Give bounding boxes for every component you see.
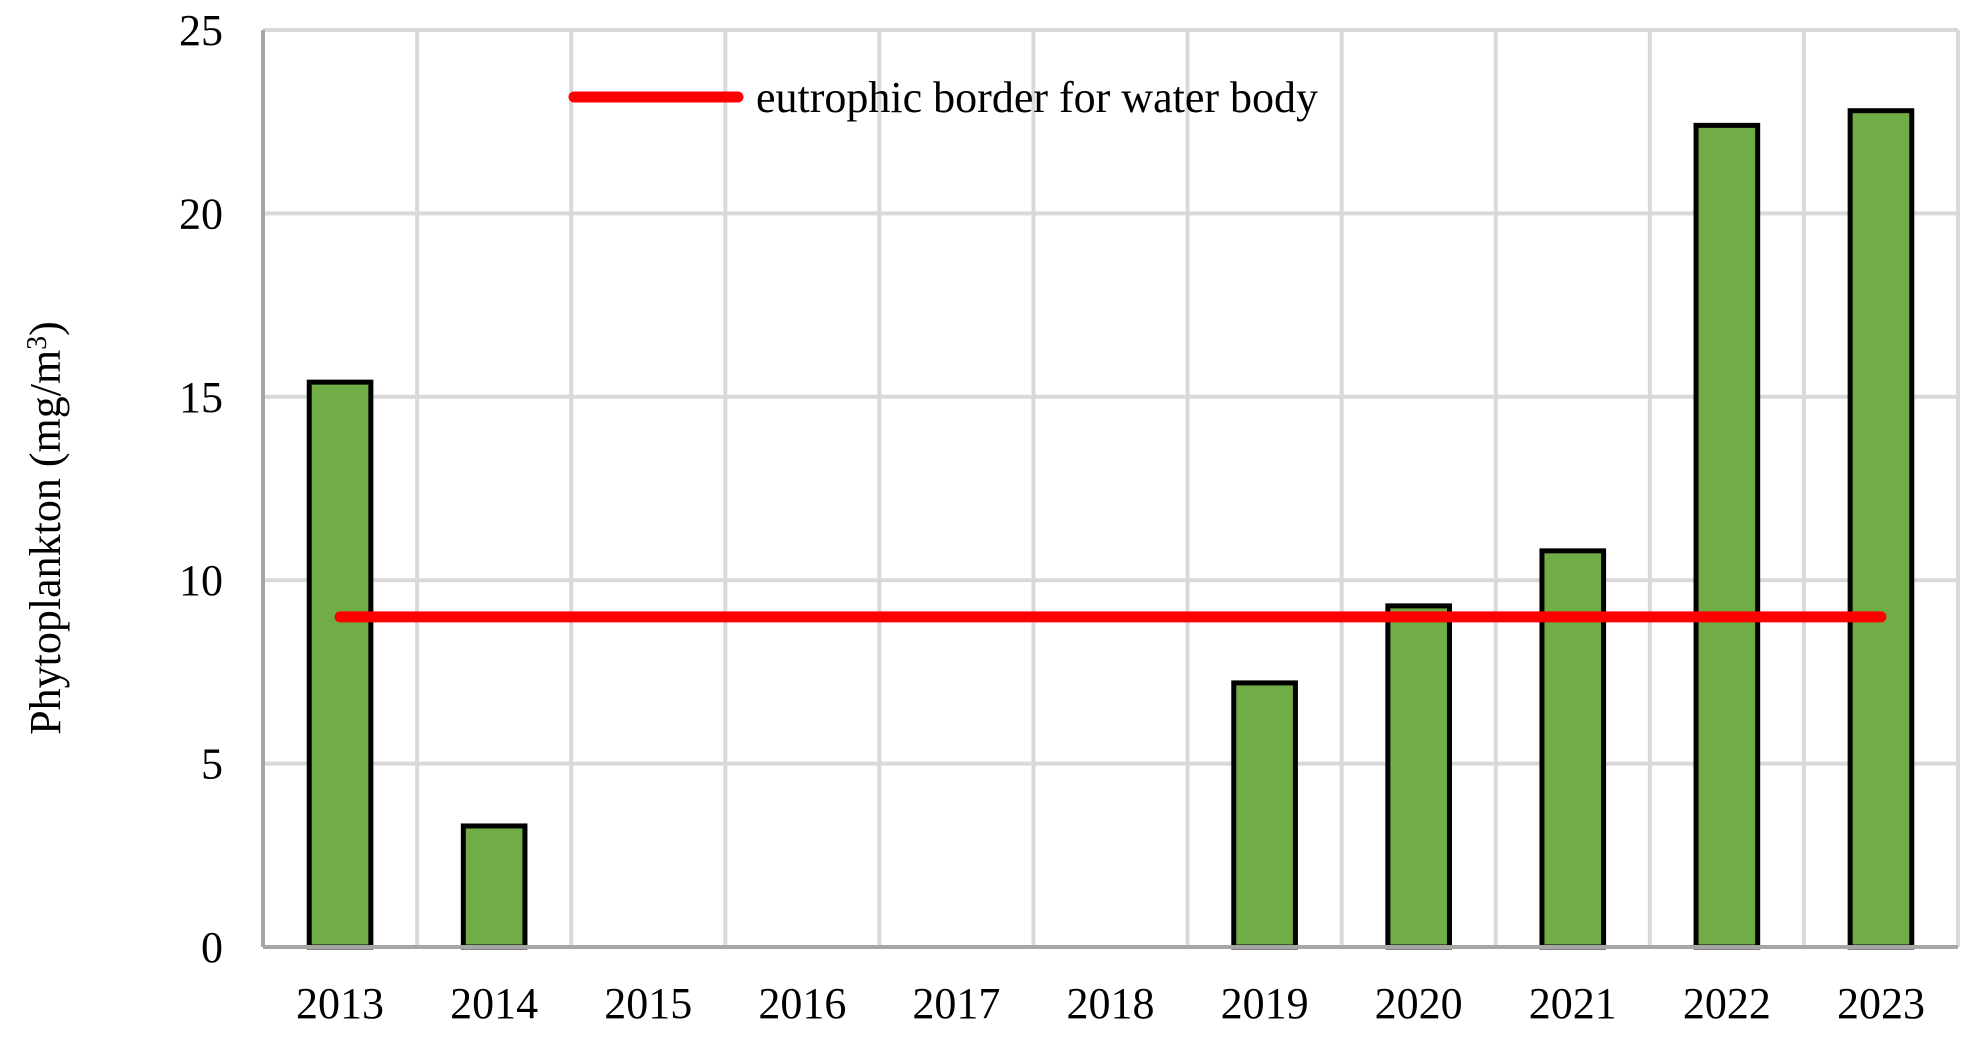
y-tick-label: 10: [179, 556, 223, 605]
bar-2023: [1847, 108, 1915, 950]
x-tick-label: 2021: [1529, 979, 1617, 1028]
y-axis-title: Phytoplankton (mg/m3): [21, 321, 70, 735]
bar-2021: [1539, 548, 1607, 950]
y-axis-title-superscript: 3: [22, 336, 53, 350]
grid-layer: [263, 28, 1960, 947]
y-tick-label: 15: [179, 373, 223, 422]
x-tick-label: 2020: [1375, 979, 1463, 1028]
x-tick-label: 2016: [758, 979, 846, 1028]
x-tick-labels: 2013 2014 2015 2016 2017 2018 2019 2020 2021 2022…: [296, 979, 1925, 1028]
x-tick-label: 2013: [296, 979, 384, 1028]
x-tick-label: 2023: [1837, 979, 1925, 1028]
bar-2013: [306, 379, 374, 950]
x-tick-label: 2022: [1683, 979, 1771, 1028]
y-tick-labels: 0 5 10 15 20 25: [179, 6, 223, 972]
x-tick-label: 2017: [912, 979, 1000, 1028]
legend-label: eutrophic border for water body: [756, 73, 1318, 122]
bar-2022: [1693, 122, 1761, 950]
y-tick-label: 5: [201, 740, 223, 789]
bar-2014: [460, 823, 528, 950]
y-tick-label: 20: [179, 189, 223, 238]
bars-layer: [306, 108, 1915, 950]
x-tick-label: 2014: [450, 979, 538, 1028]
legend: eutrophic border for water body: [568, 73, 1318, 122]
bar-2019: [1231, 680, 1298, 950]
axes-layer: [261, 30, 1958, 949]
x-tick-label: 2018: [1067, 979, 1155, 1028]
y-tick-label: 25: [179, 6, 223, 55]
x-tick-label: 2015: [604, 979, 692, 1028]
y-tick-label: 0: [201, 923, 223, 972]
bar-2020: [1385, 603, 1453, 950]
x-tick-label: 2019: [1221, 979, 1309, 1028]
